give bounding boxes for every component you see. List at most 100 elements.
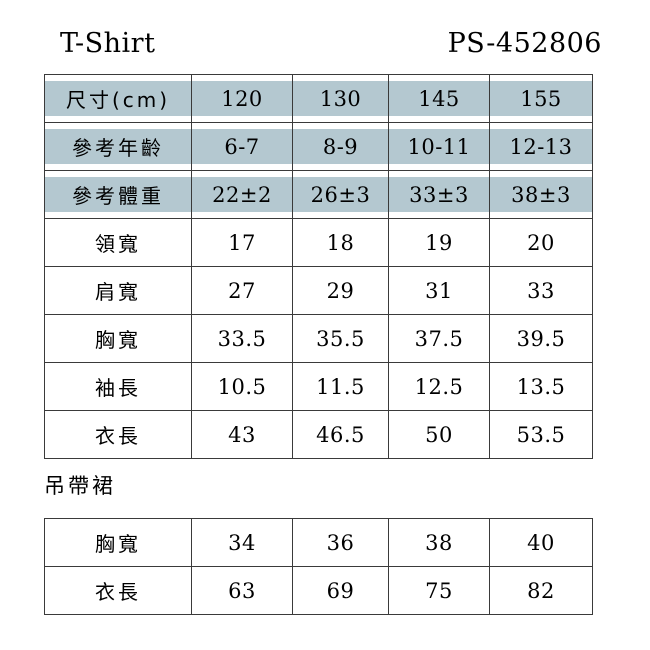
cell-fill: 袖長 xyxy=(45,363,191,410)
cell-fill: 胸寬 xyxy=(45,315,191,362)
cell-fill: 衣長 xyxy=(45,567,191,614)
measurement-value: 33 xyxy=(527,278,555,303)
row-label: 衣長 xyxy=(95,424,141,448)
measurement-cell: 33 xyxy=(489,266,593,315)
measurement-value: 12.5 xyxy=(414,374,464,399)
row-label-cell: 尺寸(cm) xyxy=(44,74,192,123)
measurement-value: 29 xyxy=(326,278,355,303)
cell-fill: 胸寬 xyxy=(45,519,191,566)
measurement-value: 11.5 xyxy=(316,374,365,399)
cell-fill: 22±2 xyxy=(192,177,292,212)
measurement-value: 33.5 xyxy=(217,326,267,351)
measurement-value: 36 xyxy=(326,530,355,555)
measurement-value: 35.5 xyxy=(316,326,365,351)
dress-size-table: 胸寬 34 36 38 40 衣長 63 69 75 82 xyxy=(44,518,593,615)
measurement-cell: 69 xyxy=(292,566,389,615)
measurement-cell: 130 xyxy=(292,74,389,123)
measurement-cell: 12.5 xyxy=(388,362,490,411)
cell-fill: 20 xyxy=(490,219,592,266)
cell-fill: 34 xyxy=(192,519,292,566)
measurement-value: 31 xyxy=(425,278,453,303)
cell-fill: 10.5 xyxy=(192,363,292,410)
cell-fill: 39.5 xyxy=(490,315,592,362)
cell-fill: 26±3 xyxy=(293,177,388,212)
measurement-value: 155 xyxy=(520,86,562,111)
cell-fill: 155 xyxy=(490,81,592,116)
measurement-cell: 17 xyxy=(191,218,293,267)
measurement-cell: 18 xyxy=(292,218,389,267)
row-label-cell: 領寬 xyxy=(44,218,192,267)
row-label-cell: 衣長 xyxy=(44,566,192,615)
measurement-cell: 46.5 xyxy=(292,410,389,459)
measurement-value: 38±3 xyxy=(511,182,571,207)
measurement-cell: 39.5 xyxy=(489,314,593,363)
measurement-cell: 36 xyxy=(292,518,389,567)
row-label-cell: 參考體重 xyxy=(44,170,192,219)
dress-table-body: 胸寬 34 36 38 40 衣長 63 69 75 82 xyxy=(44,518,593,615)
measurement-cell: 50 xyxy=(388,410,490,459)
measurement-value: 6-7 xyxy=(224,134,260,159)
cell-fill: 69 xyxy=(293,567,388,614)
product-code: PS-452806 xyxy=(447,28,602,59)
measurement-value: 27 xyxy=(228,278,256,303)
measurement-cell: 35.5 xyxy=(292,314,389,363)
measurement-value: 26±3 xyxy=(310,182,371,207)
table-row: 參考年齡 6-7 8-9 10-11 12-13 xyxy=(44,122,593,171)
measurement-cell: 82 xyxy=(489,566,593,615)
measurement-value: 53.5 xyxy=(516,422,566,447)
measurement-value: 145 xyxy=(418,86,460,111)
cell-fill: 33 xyxy=(490,267,592,314)
row-label: 胸寬 xyxy=(95,328,141,352)
row-label: 參考體重 xyxy=(72,184,164,208)
row-label-cell: 肩寬 xyxy=(44,266,192,315)
cell-fill: 36 xyxy=(293,519,388,566)
cell-fill: 120 xyxy=(192,81,292,116)
measurement-cell: 27 xyxy=(191,266,293,315)
measurement-cell: 75 xyxy=(388,566,490,615)
row-label-cell: 參考年齡 xyxy=(44,122,192,171)
measurement-value: 10-11 xyxy=(407,134,471,159)
measurement-cell: 53.5 xyxy=(489,410,593,459)
measurement-cell: 34 xyxy=(191,518,293,567)
measurement-cell: 31 xyxy=(388,266,490,315)
cell-fill: 12-13 xyxy=(490,129,592,164)
measurement-cell: 20 xyxy=(489,218,593,267)
measurement-cell: 145 xyxy=(388,74,490,123)
cell-fill: 37.5 xyxy=(389,315,489,362)
cell-fill: 衣長 xyxy=(45,411,191,458)
measurement-cell: 13.5 xyxy=(489,362,593,411)
measurement-cell: 63 xyxy=(191,566,293,615)
table-row: 肩寬 27 29 31 33 xyxy=(44,266,593,315)
measurement-value: 130 xyxy=(319,86,362,111)
cell-fill: 參考年齡 xyxy=(45,129,191,164)
measurement-cell: 12-13 xyxy=(489,122,593,171)
page-title: T-Shirt xyxy=(60,28,156,59)
cell-fill: 11.5 xyxy=(293,363,388,410)
measurement-value: 13.5 xyxy=(516,374,566,399)
cell-fill: 6-7 xyxy=(192,129,292,164)
cell-fill: 29 xyxy=(293,267,388,314)
measurement-value: 120 xyxy=(221,86,263,111)
measurement-value: 46.5 xyxy=(316,422,365,447)
measurement-value: 12-13 xyxy=(509,134,573,159)
measurement-value: 10.5 xyxy=(217,374,267,399)
cell-fill: 31 xyxy=(389,267,489,314)
row-label: 肩寬 xyxy=(95,280,141,304)
measurement-value: 37.5 xyxy=(414,326,464,351)
cell-fill: 46.5 xyxy=(293,411,388,458)
measurement-cell: 8-9 xyxy=(292,122,389,171)
measurement-value: 18 xyxy=(326,230,355,255)
measurement-cell: 19 xyxy=(388,218,490,267)
measurement-value: 20 xyxy=(527,230,555,255)
row-label-cell: 衣長 xyxy=(44,410,192,459)
measurement-cell: 37.5 xyxy=(388,314,490,363)
measurement-value: 34 xyxy=(228,530,256,555)
table-row: 領寬 17 18 19 20 xyxy=(44,218,593,267)
measurement-value: 39.5 xyxy=(516,326,566,351)
tshirt-table-body: 尺寸(cm) 120 130 145 155 參考年齡 6-7 8-9 10-11 12-13 參考… xyxy=(44,74,593,459)
cell-fill: 43 xyxy=(192,411,292,458)
cell-fill: 13.5 xyxy=(490,363,592,410)
cell-fill: 18 xyxy=(293,219,388,266)
cell-fill: 63 xyxy=(192,567,292,614)
table-row: 衣長 63 69 75 82 xyxy=(44,566,593,615)
